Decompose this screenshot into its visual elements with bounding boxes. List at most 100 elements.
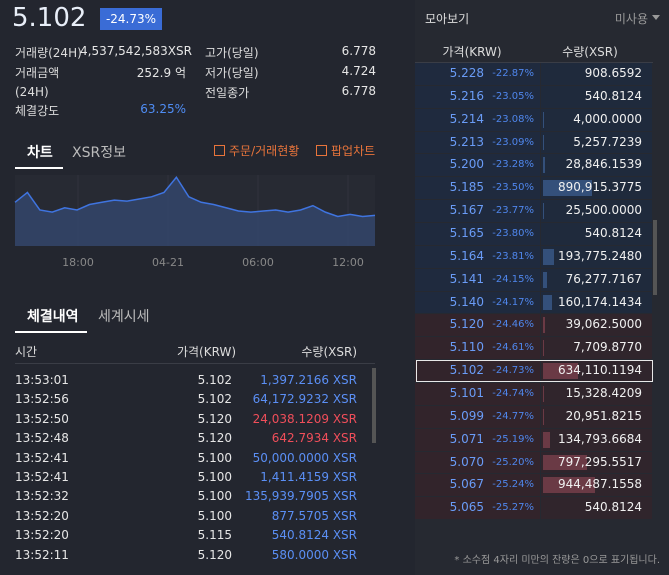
- trade-price: 5.115: [197, 528, 232, 543]
- order-price[interactable]: 5.101: [449, 386, 484, 401]
- order-quantity: 39,062.5000: [565, 317, 642, 332]
- row-bg: [541, 428, 652, 451]
- divider: [415, 62, 653, 63]
- scrollbar: [653, 220, 657, 295]
- order-quantity: 908.6592: [584, 66, 642, 80]
- trade-quantity: 877.5705 XSR: [271, 508, 357, 523]
- orderbook-note: * 소수점 4자리 미만의 잔량은 0으로 표기됩니다.: [454, 555, 660, 566]
- order-quantity: 634,110.1194: [558, 363, 642, 378]
- volume-bar: [543, 454, 587, 471]
- order-price[interactable]: 5.102: [449, 363, 484, 378]
- chart-link[interactable]: 주문/거래현황: [229, 144, 300, 158]
- order-price[interactable]: 5.067: [449, 477, 484, 492]
- chart-tab[interactable]: XSR정보: [72, 145, 126, 161]
- row-bg: [541, 63, 652, 85]
- order-price[interactable]: 5.065: [449, 500, 484, 515]
- order-price[interactable]: 5.110: [449, 340, 484, 355]
- volume-bar: [543, 477, 595, 494]
- chart-link[interactable]: 팝업차트: [331, 144, 376, 158]
- order-quantity: 28,846.1539: [565, 157, 642, 172]
- order-change: -23.77%: [492, 205, 534, 217]
- chart-tab[interactable]: 차트: [27, 145, 53, 161]
- row-bg: [541, 383, 652, 405]
- row-bg: [415, 85, 540, 108]
- stat-value: 4,537,542,583XSR: [80, 44, 192, 58]
- row-bg: [541, 405, 652, 428]
- stat-label: 전일종가: [205, 86, 250, 100]
- row-bg: [541, 154, 652, 177]
- stat-value: 252.9 억: [136, 66, 186, 80]
- order-quantity: 25,500.0000: [565, 203, 642, 218]
- order-quantity: 540.8124: [584, 88, 642, 103]
- order-quantity: 797,295.5517: [558, 454, 642, 469]
- order-price[interactable]: 5.071: [449, 431, 484, 446]
- trade-time: 13:52:11: [15, 547, 69, 562]
- order-price[interactable]: 5.164: [449, 248, 484, 263]
- x-label: 04-21: [152, 256, 184, 269]
- volume-bar: [543, 431, 551, 448]
- scrollbar: [372, 368, 376, 443]
- trade-price: 5.102: [197, 373, 232, 387]
- trade-time: 13:52:20: [15, 528, 69, 543]
- trade-tab[interactable]: 세계시세: [98, 309, 150, 325]
- selected-row: [416, 360, 653, 383]
- order-price[interactable]: 5.120: [449, 317, 484, 332]
- x-label: 06:00: [242, 256, 274, 269]
- order-price[interactable]: 5.228: [449, 66, 484, 80]
- row-bg: [541, 497, 652, 520]
- column-header: 수량(XSR): [562, 45, 618, 59]
- order-quantity: 160,174.1434: [558, 294, 642, 309]
- order-quantity: 5,257.7239: [573, 134, 642, 149]
- order-price[interactable]: 5.185: [449, 180, 484, 195]
- x-label: 12:00: [332, 256, 364, 269]
- trade-tab[interactable]: 체결내역: [27, 309, 79, 325]
- row-bg: [541, 108, 652, 131]
- order-quantity: 540.8124: [584, 500, 642, 515]
- row-bg: [415, 63, 540, 85]
- row-bg: [415, 108, 540, 131]
- trade-price: 5.120: [197, 411, 232, 426]
- trade-price: 5.120: [197, 547, 232, 562]
- trade-time: 13:53:01: [15, 373, 69, 387]
- order-price[interactable]: 5.216: [449, 88, 484, 103]
- order-price[interactable]: 5.167: [449, 203, 484, 218]
- row-bg: [415, 177, 540, 200]
- row-bg: [415, 360, 540, 383]
- order-price[interactable]: 5.141: [449, 271, 484, 286]
- volume-bar: [543, 271, 548, 288]
- row-bg: [541, 268, 652, 291]
- order-price[interactable]: 5.214: [449, 111, 484, 126]
- order-price[interactable]: 5.213: [449, 134, 484, 149]
- order-change: -25.20%: [492, 456, 534, 468]
- orderbook-mode[interactable]: 미사용: [614, 12, 648, 26]
- trade-quantity: 50,000.0000 XSR: [252, 450, 357, 465]
- trade-time: 13:52:50: [15, 411, 69, 426]
- row-bg: [415, 131, 540, 154]
- tab-underline: [15, 167, 63, 169]
- order-price[interactable]: 5.165: [449, 226, 484, 241]
- row-bg: [415, 314, 540, 337]
- row-bg: [541, 85, 652, 108]
- trade-time: 13:52:20: [15, 508, 69, 523]
- trade-price: 5.100: [197, 508, 232, 523]
- order-quantity: 193,775.2480: [558, 248, 642, 263]
- order-change: -24.74%: [492, 388, 534, 400]
- trade-price: 5.100: [197, 470, 232, 484]
- row-bg: [415, 337, 540, 360]
- order-price[interactable]: 5.099: [449, 408, 484, 423]
- row-bg: [415, 383, 540, 405]
- tab-underline: [15, 331, 87, 333]
- order-price[interactable]: 5.140: [449, 294, 484, 309]
- row-bg: [415, 200, 540, 223]
- chart-line: [14, 175, 376, 218]
- column-header: 가격(KRW): [442, 45, 502, 59]
- stat-value: 63.25%: [140, 102, 186, 116]
- stat-label: 거래금액 (24H): [15, 66, 60, 99]
- volume-bar: [543, 157, 545, 174]
- stat-label: 고가(당일): [205, 46, 259, 60]
- order-quantity: 890,915.3775: [558, 180, 642, 195]
- order-price[interactable]: 5.070: [449, 454, 484, 469]
- order-price[interactable]: 5.200: [449, 157, 484, 172]
- current-price: 5.102: [12, 3, 87, 33]
